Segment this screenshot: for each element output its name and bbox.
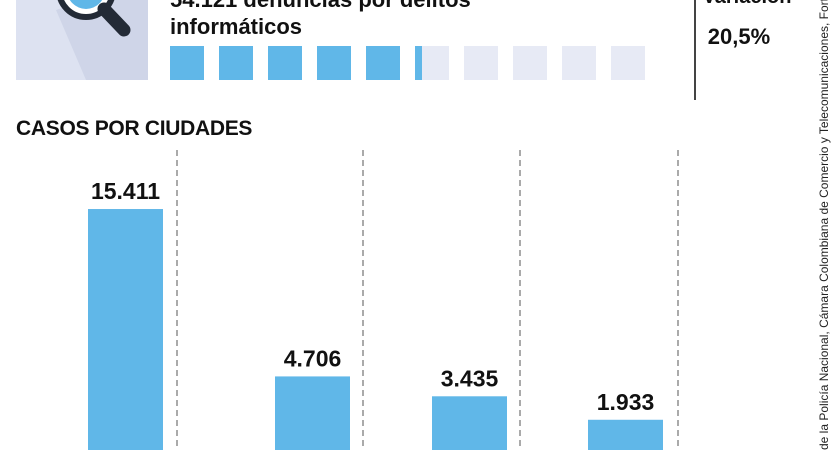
bar xyxy=(88,209,163,450)
headline: 54.121 denuncias por delitos informático… xyxy=(170,0,640,40)
progress-segment-fill xyxy=(317,46,351,80)
progress-segment xyxy=(464,46,498,80)
bar-value-label: 4.706 xyxy=(284,345,342,371)
variation-label: Variación xyxy=(684,0,810,9)
progress-segment xyxy=(611,46,645,80)
progress-segment xyxy=(513,46,547,80)
progress-bar xyxy=(170,46,645,80)
section-title: CASOS POR CIUDADES xyxy=(16,117,253,140)
bar xyxy=(432,396,507,450)
progress-segment-fill xyxy=(219,46,253,80)
progress-segment xyxy=(219,46,253,80)
progress-segment xyxy=(562,46,596,80)
progress-segment-fill xyxy=(170,46,204,80)
vertical-divider xyxy=(694,0,696,100)
bar-value-label: 3.435 xyxy=(441,365,499,391)
headline-line-1: 54.121 denuncias por delitos xyxy=(170,0,640,13)
bar xyxy=(275,376,350,450)
progress-segment-fill xyxy=(415,46,422,80)
progress-segment-fill xyxy=(268,46,302,80)
search-icon-box xyxy=(16,0,148,80)
source-note: de la Policía Nacional, Cámara Colombian… xyxy=(817,0,831,450)
headline-line-2: informáticos xyxy=(170,14,303,39)
progress-segment-fill xyxy=(366,46,400,80)
progress-segment xyxy=(366,46,400,80)
magnifying-glass-icon xyxy=(56,0,148,80)
progress-segment xyxy=(170,46,204,80)
bar xyxy=(588,419,663,450)
progress-segment xyxy=(415,46,449,80)
bar-value-label: 1.933 xyxy=(597,389,655,415)
bar-value-label: 15.411 xyxy=(91,178,160,204)
variation-value: 20,5% xyxy=(707,24,771,49)
progress-segment xyxy=(317,46,351,80)
cases-by-city-chart: 15.411 4.706 3.435 1.933 xyxy=(88,150,679,450)
progress-segment xyxy=(268,46,302,80)
